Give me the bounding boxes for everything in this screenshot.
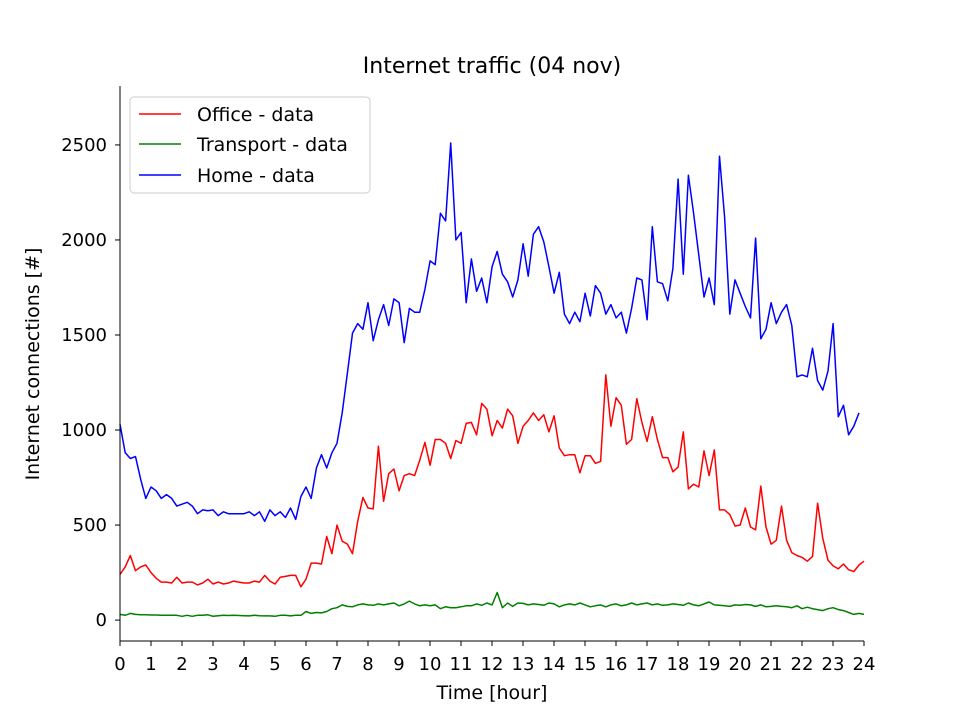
x-tick-label: 9 <box>393 654 404 675</box>
series-lines <box>119 142 865 618</box>
x-tick-label: 5 <box>269 654 280 675</box>
x-tick-label: 14 <box>543 654 566 675</box>
legend-label-office: Office - data <box>197 104 314 126</box>
y-tick-label: 2000 <box>61 230 107 251</box>
series-line-transport <box>119 591 865 618</box>
y-ticks: 0 500 1000 1500 2000 2500 <box>61 135 120 631</box>
x-tick-label: 6 <box>300 654 311 675</box>
y-tick-label: 500 <box>73 515 107 536</box>
x-tick-label: 24 <box>853 654 876 675</box>
y-tick-label: 0 <box>96 610 107 631</box>
plot-area: 0 1 2 3 4 5 6 7 8 9 10 11 12 13 14 15 16 17 18 19 20 21 22 23 24… <box>61 86 875 675</box>
y-tick-label: 1000 <box>61 420 107 441</box>
x-tick-label: 12 <box>481 654 504 675</box>
x-tick-label: 2 <box>176 654 187 675</box>
x-tick-label: 4 <box>238 654 249 675</box>
y-tick-label: 1500 <box>61 325 107 346</box>
series-line-home <box>119 142 860 523</box>
x-tick-label: 11 <box>450 654 473 675</box>
x-tick-label: 13 <box>512 654 535 675</box>
x-tick-label: 10 <box>419 654 442 675</box>
x-tick-label: 1 <box>145 654 156 675</box>
x-tick-label: 18 <box>667 654 690 675</box>
y-axis-label: Internet connections [#] <box>22 248 44 481</box>
x-tick-label: 15 <box>574 654 597 675</box>
x-axis-label: Time [hour] <box>436 682 548 704</box>
x-tick-label: 20 <box>729 654 752 675</box>
legend-label-transport: Transport - data <box>196 134 348 156</box>
x-tick-label: 23 <box>822 654 845 675</box>
chart-title: Internet traffic (04 nov) <box>363 54 621 79</box>
x-tick-label: 7 <box>331 654 342 675</box>
x-tick-label: 3 <box>207 654 218 675</box>
series-line-office <box>119 374 865 588</box>
y-tick-label: 2500 <box>61 135 107 156</box>
x-tick-label: 8 <box>362 654 373 675</box>
x-tick-label: 21 <box>760 654 783 675</box>
x-tick-label: 19 <box>698 654 721 675</box>
x-tick-label: 17 <box>636 654 659 675</box>
x-tick-label: 16 <box>605 654 628 675</box>
legend-label-home: Home - data <box>197 165 315 187</box>
x-tick-label: 0 <box>114 654 125 675</box>
legend: Office - data Transport - data Home - da… <box>129 96 371 194</box>
x-ticks: 0 1 2 3 4 5 6 7 8 9 10 11 12 13 14 15 16 17 18 19 20 21 22 23 24 <box>114 641 875 675</box>
x-tick-label: 22 <box>791 654 814 675</box>
legend-frame <box>129 96 371 194</box>
